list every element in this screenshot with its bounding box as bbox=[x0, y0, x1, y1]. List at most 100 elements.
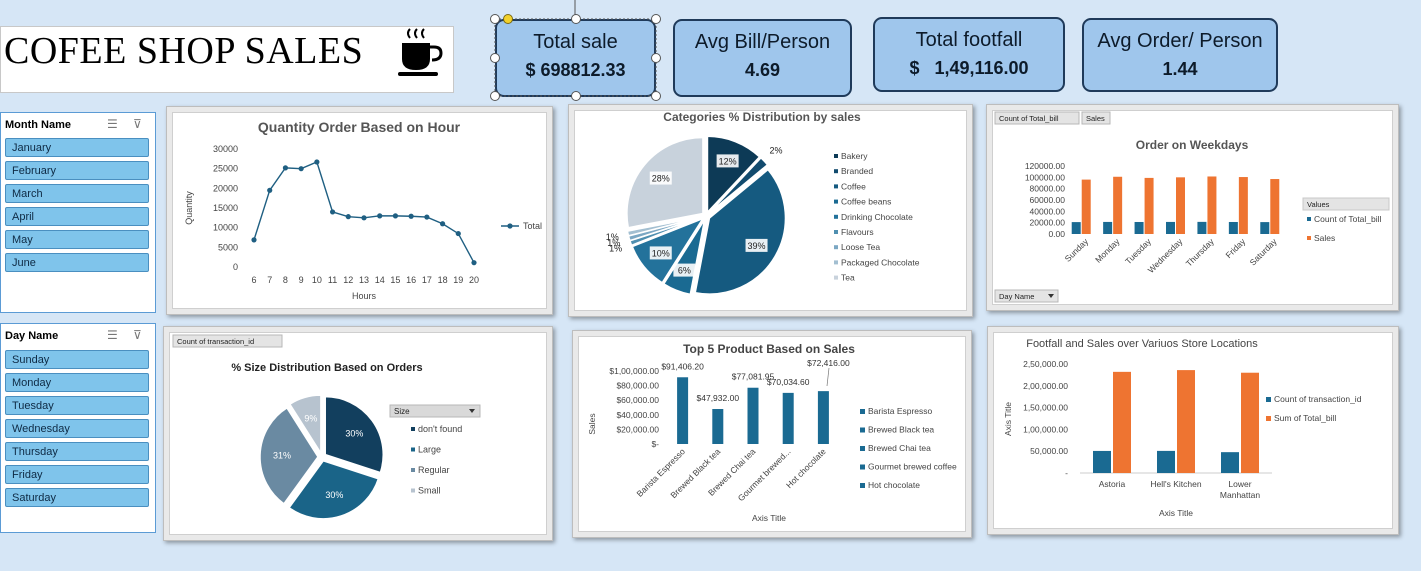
kpi-avg-bill[interactable]: Avg Bill/Person 4.69 bbox=[673, 19, 852, 97]
clear-filter-icon[interactable]: ⊽ bbox=[133, 328, 142, 342]
resize-handle[interactable] bbox=[571, 91, 581, 101]
slicer-item-may[interactable]: May bbox=[5, 230, 149, 249]
kpi-total-sale[interactable]: Total sale $ 698812.33 bbox=[495, 19, 656, 97]
data-point bbox=[471, 260, 477, 266]
slicer-item-saturday[interactable]: Saturday bbox=[5, 488, 149, 507]
multi-select-icon[interactable]: ☰ bbox=[107, 117, 118, 131]
bar bbox=[747, 387, 759, 444]
data-label-bg bbox=[716, 154, 739, 168]
resize-handle[interactable] bbox=[571, 14, 581, 24]
x-tick-label: Saturday bbox=[1248, 236, 1280, 268]
x-tick-label: 20 bbox=[469, 275, 479, 285]
legend-marker bbox=[411, 468, 415, 472]
x-axis-title: Axis Title bbox=[1159, 508, 1193, 518]
legend-label: don't found bbox=[418, 424, 462, 434]
slicer-title: Day Name bbox=[5, 330, 59, 342]
bar bbox=[1113, 371, 1131, 473]
y-tick-label: 30000 bbox=[213, 144, 238, 154]
x-tick-label: 6 bbox=[251, 275, 256, 285]
x-tick-label: Friday bbox=[1223, 236, 1247, 260]
slicer-item-tuesday[interactable]: Tuesday bbox=[5, 396, 149, 415]
field-chip-label: Sales bbox=[1086, 114, 1105, 123]
legend-marker bbox=[834, 230, 838, 234]
y-tick-label: 20000.00 bbox=[1030, 218, 1066, 228]
chart-panel-size[interactable]: Count of transaction_id % Size Distributi… bbox=[163, 326, 553, 541]
slicer-item-january[interactable]: January bbox=[5, 138, 149, 157]
bar bbox=[1093, 450, 1111, 473]
resize-handle[interactable] bbox=[651, 14, 661, 24]
bar bbox=[1176, 177, 1185, 234]
day-slicer[interactable]: Day Name ☰ ⊽ Sunday Monday Tuesday Wedne… bbox=[0, 323, 156, 533]
bar bbox=[1103, 221, 1113, 234]
slicer-item-june[interactable]: June bbox=[5, 253, 149, 272]
slicer-item-sunday[interactable]: Sunday bbox=[5, 350, 149, 369]
data-label: 10% bbox=[652, 248, 670, 258]
resize-handle[interactable] bbox=[651, 53, 661, 63]
y-tick-label: $20,000.00 bbox=[616, 424, 659, 434]
chart-panel-categories[interactable]: Categories % Distribution by sales 12% 2% 3… bbox=[568, 104, 973, 317]
x-tick-label: 13 bbox=[359, 275, 369, 285]
x-tick-label: Sunday bbox=[1063, 236, 1091, 264]
kpi-avg-order[interactable]: Avg Order/ Person 1.44 bbox=[1082, 18, 1278, 92]
data-label: 1% bbox=[607, 238, 620, 248]
kpi-label: Avg Bill/Person bbox=[694, 31, 831, 53]
chart-panel-top5[interactable]: Top 5 Product Based on Sales $- $20,000.00… bbox=[572, 330, 972, 538]
x-tick-label: 11 bbox=[328, 275, 337, 285]
multi-select-icon[interactable]: ☰ bbox=[107, 328, 118, 342]
y-tick-label: 120000.00 bbox=[1025, 161, 1065, 171]
resize-handle[interactable] bbox=[490, 53, 500, 63]
x-tick-label: 15 bbox=[390, 275, 400, 285]
data-point bbox=[329, 209, 336, 215]
legend-label: Brewed Black tea bbox=[868, 425, 934, 435]
chart-panel-weekdays[interactable]: Count of Total_bill Sales Order on Weekday… bbox=[986, 104, 1399, 311]
bar bbox=[1207, 176, 1217, 234]
data-point bbox=[298, 166, 304, 172]
rotate-handle[interactable] bbox=[503, 14, 513, 24]
slicer-item-wednesday[interactable]: Wednesday bbox=[5, 419, 149, 438]
legend-marker bbox=[834, 245, 838, 250]
legend-marker bbox=[834, 199, 838, 204]
clear-filter-icon[interactable]: ⊽ bbox=[133, 117, 142, 131]
resize-handle[interactable] bbox=[490, 91, 500, 101]
legend-label: Coffee beans bbox=[841, 197, 891, 207]
resize-handle[interactable] bbox=[651, 91, 661, 101]
slicer-item-february[interactable]: February bbox=[5, 161, 149, 180]
data-point bbox=[251, 237, 257, 243]
y-tick-label: 80000.00 bbox=[1030, 184, 1066, 194]
kpi-label: Avg Order/ Person bbox=[1097, 30, 1263, 52]
data-label: $77,081.95 bbox=[732, 372, 775, 382]
legend-marker bbox=[860, 446, 865, 451]
slicer-item-monday[interactable]: Monday bbox=[5, 373, 149, 392]
data-label: $70,034.60 bbox=[767, 377, 810, 387]
x-tick-label: Thursday bbox=[1184, 236, 1217, 269]
resize-handle[interactable] bbox=[490, 14, 500, 24]
slicer-item-thursday[interactable]: Thursday bbox=[5, 442, 149, 461]
bar bbox=[1113, 176, 1123, 234]
chart-panel-hour[interactable]: Quantity Order Based on Hour 0 5000 10000 15… bbox=[166, 106, 553, 315]
legend-label: Coffee bbox=[841, 181, 866, 191]
slicer-item-friday[interactable]: Friday bbox=[5, 465, 149, 484]
kpi-label: Total sale bbox=[533, 31, 618, 53]
hour-line-chart: Quantity Order Based on Hour 0 5000 10000 15… bbox=[184, 119, 542, 301]
slicer-title: Month Name bbox=[5, 119, 71, 131]
data-label-bg bbox=[745, 238, 768, 252]
legend-label: Total bbox=[523, 221, 542, 231]
y-tick-label: $80,000.00 bbox=[616, 381, 659, 391]
slicer-item-march[interactable]: March bbox=[5, 184, 149, 203]
categories-pie-chart: Categories % Distribution by sales 12% 2% 3… bbox=[606, 110, 920, 296]
legend-header bbox=[1302, 197, 1390, 211]
kpi-total-footfall[interactable]: Total footfall $ 1,49,116.00 bbox=[873, 17, 1065, 92]
y-tick-label: 1,00,000.00 bbox=[1023, 424, 1068, 434]
data-point bbox=[439, 221, 446, 227]
chart-panel-locations[interactable]: Footfall and Sales over Variuos Store Lo… bbox=[987, 326, 1399, 535]
top5-bar-chart: Top 5 Product Based on Sales $- $20,000.00… bbox=[587, 342, 957, 523]
legend-marker bbox=[1266, 416, 1271, 421]
month-slicer[interactable]: Month Name ☰ ⊽ January February March Ap… bbox=[0, 112, 156, 313]
slicer-item-april[interactable]: April bbox=[5, 207, 149, 226]
pie-slice bbox=[288, 459, 380, 520]
legend-marker bbox=[834, 260, 838, 265]
bar bbox=[817, 391, 829, 444]
y-tick-label: - bbox=[1065, 468, 1068, 478]
bar bbox=[1241, 372, 1259, 473]
kpi-value: 1.44 bbox=[1162, 59, 1198, 79]
